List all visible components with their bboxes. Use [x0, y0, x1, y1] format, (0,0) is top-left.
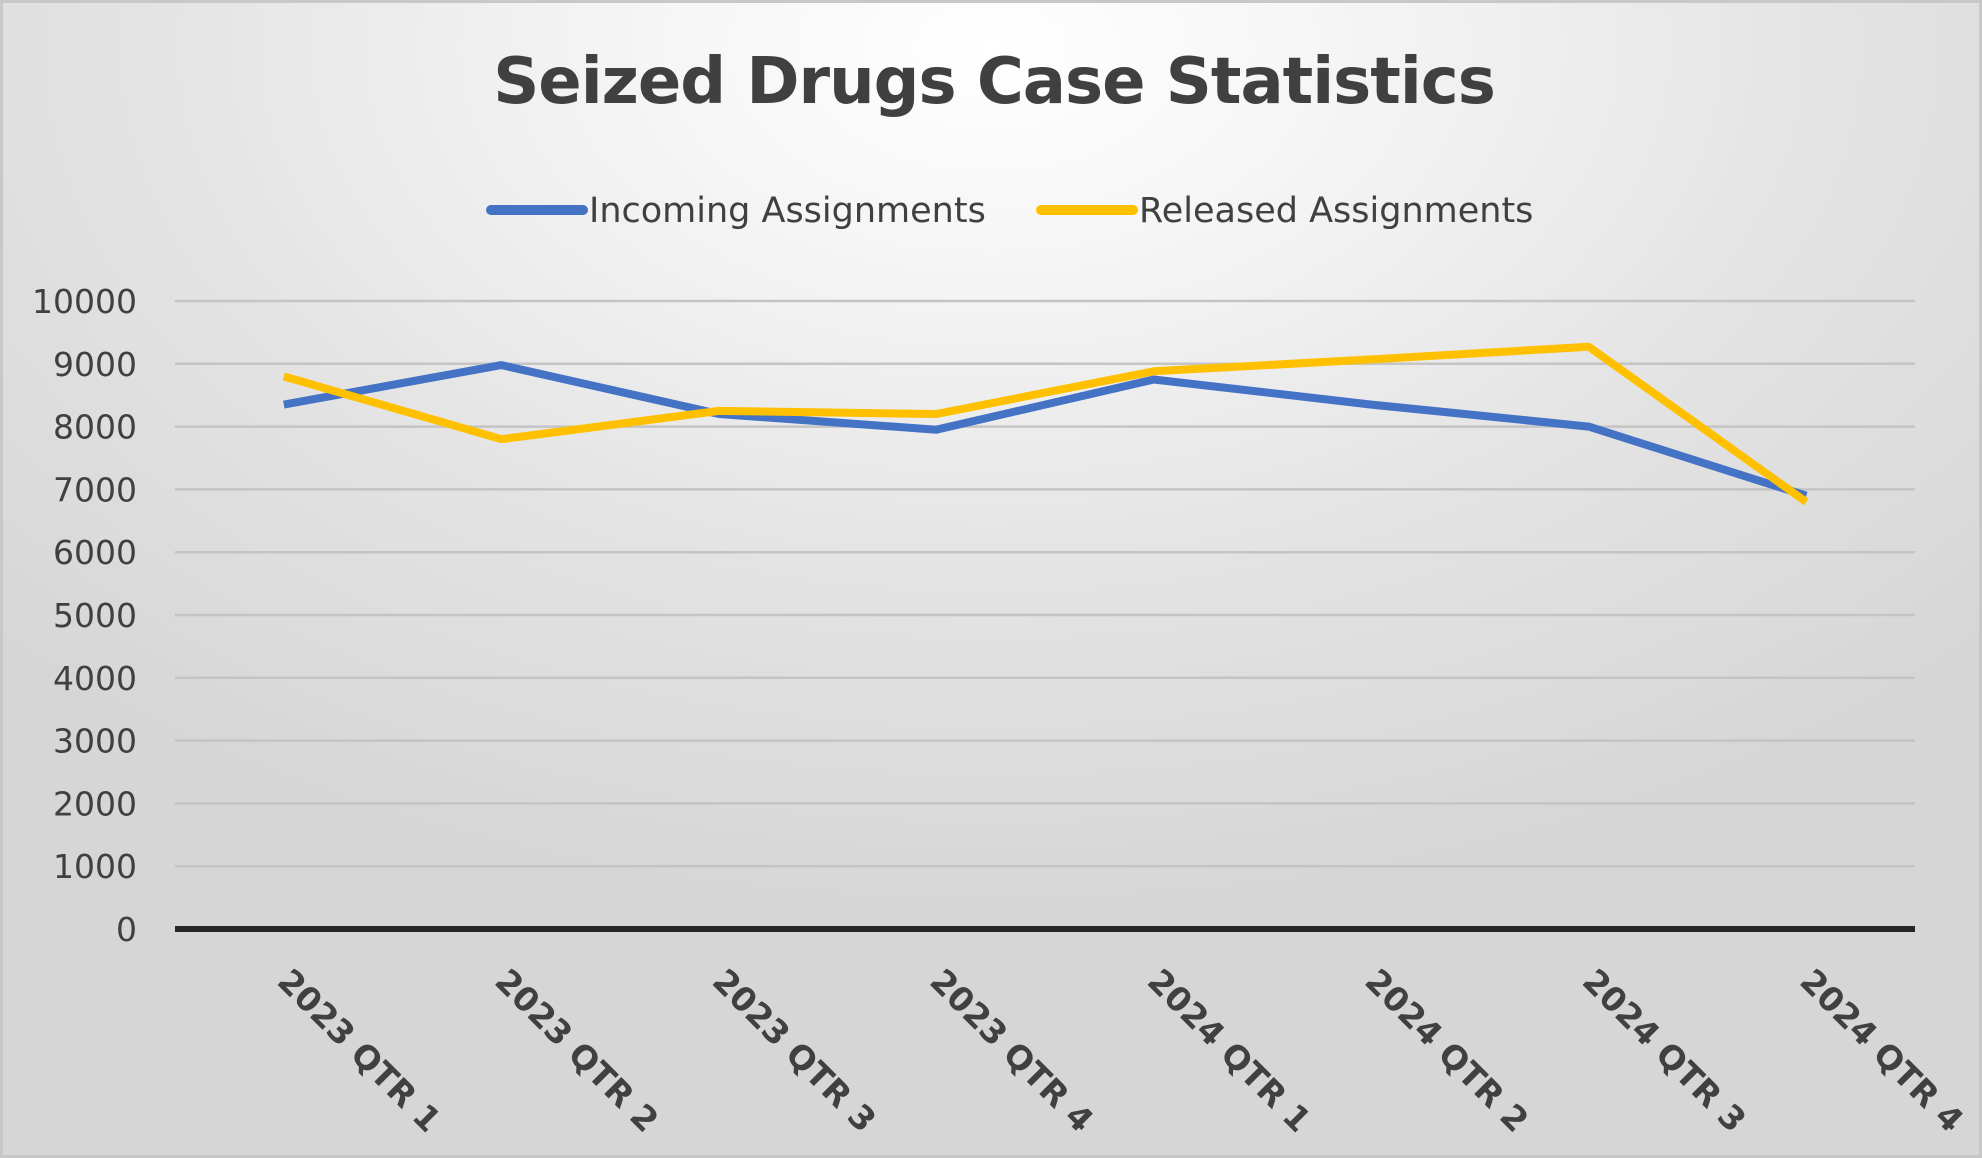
y-tick-label: 0	[116, 910, 137, 949]
legend: Incoming Assignments Released Assignments	[486, 191, 1533, 231]
y-tick-label: 10000	[32, 282, 137, 321]
y-tick-label: 5000	[53, 596, 137, 635]
y-axis: 0 1000 2000 3000 4000 5000 6000 7000 8000 9000 100…	[32, 282, 137, 949]
y-tick-label: 4000	[53, 659, 137, 698]
series-layer	[282, 342, 1809, 506]
series-line-2	[282, 342, 1809, 506]
series-line-1	[283, 361, 1808, 500]
chart-title: Seized Drugs Case Statistics	[493, 45, 1496, 119]
x-tick-label: 2024 QTR 1	[1140, 961, 1319, 1140]
x-tick-label: 2024 QTR 3	[1575, 961, 1754, 1140]
y-tick-label: 7000	[53, 470, 137, 509]
line-chart: Incoming Assignments Released Assignments…	[32, 191, 1972, 1140]
y-tick-label: 2000	[53, 784, 137, 823]
y-tick-label: 3000	[53, 722, 137, 761]
x-tick-label: 2023 QTR 2	[488, 961, 667, 1140]
x-tick-label: 2023 QTR 1	[270, 961, 449, 1140]
x-tick-label: 2024 QTR 2	[1358, 961, 1537, 1140]
x-tick-label: 2023 QTR 3	[705, 961, 884, 1140]
y-tick-label: 6000	[53, 533, 137, 572]
legend-label-1: Incoming Assignments	[589, 191, 986, 231]
legend-label-2: Released Assignments	[1139, 191, 1533, 231]
y-tick-label: 8000	[53, 408, 137, 447]
y-tick-label: 9000	[53, 345, 137, 384]
gridlines	[175, 299, 1915, 868]
y-tick-label: 1000	[53, 847, 137, 886]
x-axis: 2023 QTR 1 2023 QTR 2 2023 QTR 3 2023 QTR 4…	[175, 926, 1972, 1140]
x-tick-label: 2024 QTR 4	[1793, 961, 1972, 1140]
x-tick-label: 2023 QTR 4	[923, 961, 1102, 1140]
